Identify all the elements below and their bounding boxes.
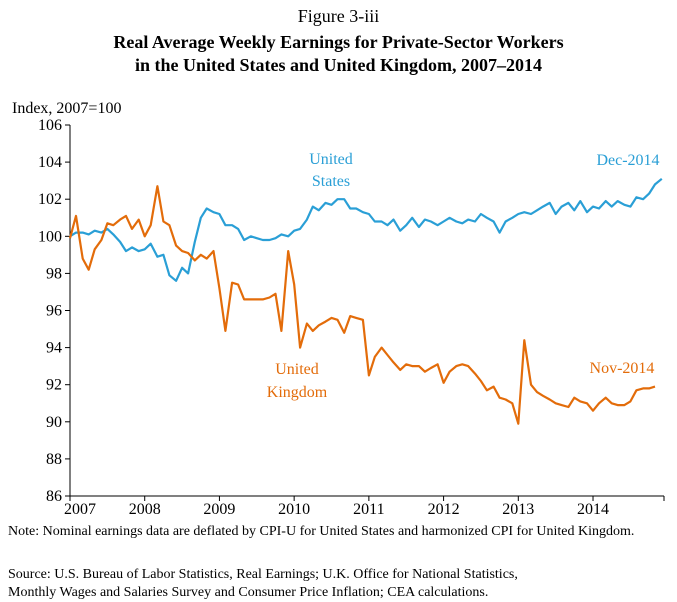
x-tick-label: 2009 <box>203 501 235 518</box>
chart-title: Real Average Weekly Earnings for Private… <box>113 32 564 52</box>
x-tick-label: 2010 <box>278 501 310 518</box>
x-tick-label: 2008 <box>129 501 161 518</box>
end-label-united-states: Dec-2014 <box>596 152 659 169</box>
x-tick-label: 2013 <box>502 501 534 518</box>
chart-note: Note: Nominal earnings data are deflated… <box>8 524 635 539</box>
y-tick-label: 86 <box>46 488 62 505</box>
y-tick-label: 88 <box>46 451 62 468</box>
x-tick-label: 2007 <box>64 501 96 518</box>
series-label-united-kingdom: United <box>275 361 319 378</box>
line-chart: 86 88 90 92 94 96 98 100 102 104 106 2007 2008 2009 20… <box>12 100 665 518</box>
figure-label: Figure 3-iii <box>297 6 380 26</box>
y-tick-label: 96 <box>46 303 62 320</box>
series-line-united-states <box>69 177 663 282</box>
series-label-united-states: United <box>309 151 353 168</box>
y-axis-label: Index, 2007=100 <box>12 100 121 117</box>
end-label-united-kingdom: Nov-2014 <box>590 360 655 377</box>
y-tick-label: 90 <box>46 414 62 431</box>
series-line-united-kingdom <box>68 185 656 425</box>
y-tick-label: 92 <box>46 377 62 394</box>
y-tick-label: 104 <box>38 154 62 171</box>
series-label-united-states: States <box>312 173 350 190</box>
x-tick-label: 2012 <box>428 501 460 518</box>
chart-source-continued: Monthly Wages and Salaries Survey and Co… <box>8 585 489 600</box>
chart-subtitle: in the United States and United Kingdom,… <box>134 55 543 75</box>
y-tick-label: 100 <box>38 228 62 245</box>
x-tick-label: 2011 <box>353 501 384 518</box>
series-label-united-kingdom: Kingdom <box>267 384 328 401</box>
y-tick-label: 98 <box>46 265 62 282</box>
y-tick-label: 102 <box>38 191 62 208</box>
chart-source: Source: U.S. Bureau of Labor Statistics,… <box>8 567 518 582</box>
y-tick-label: 106 <box>38 117 62 134</box>
y-tick-label: 94 <box>46 340 62 357</box>
x-tick-label: 2014 <box>577 501 609 518</box>
